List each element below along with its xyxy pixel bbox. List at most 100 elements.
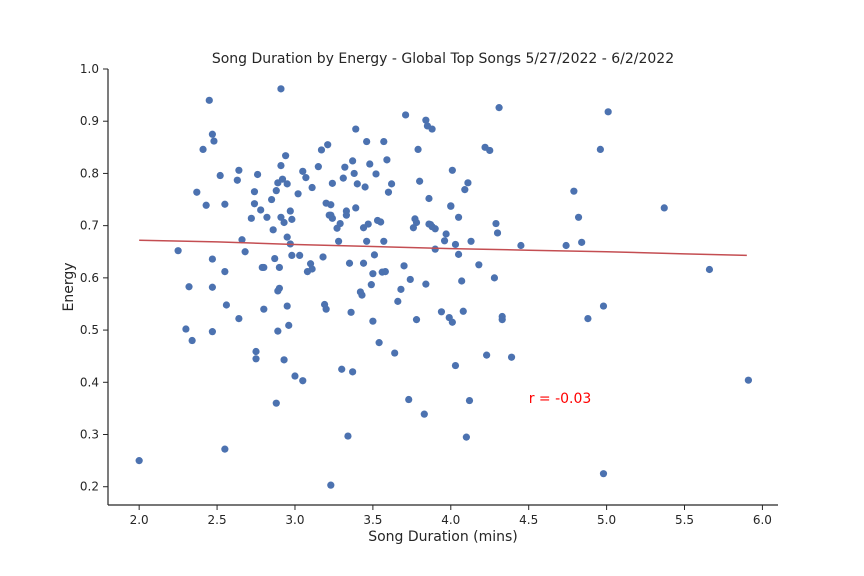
- data-point: [451, 361, 460, 370]
- chart-title: Song Duration by Energy - Global Top Son…: [212, 51, 674, 67]
- data-point: [221, 445, 229, 453]
- data-point: [283, 233, 291, 241]
- data-point: [384, 188, 393, 196]
- data-point: [314, 163, 322, 171]
- data-point: [660, 204, 668, 212]
- data-point: [317, 146, 326, 154]
- data-point: [342, 211, 350, 219]
- data-point: [339, 174, 347, 182]
- data-point: [562, 241, 570, 250]
- data-point: [414, 145, 422, 154]
- data-point: [253, 170, 262, 179]
- data-point: [221, 200, 229, 208]
- data-point: [358, 291, 366, 299]
- data-point: [409, 224, 417, 232]
- data-point: [394, 297, 402, 305]
- data-point: [517, 241, 525, 250]
- data-point: [269, 226, 277, 234]
- data-point: [275, 263, 283, 272]
- trend-line: [139, 239, 747, 257]
- data-point: [367, 281, 375, 289]
- data-point: [405, 395, 413, 404]
- data-point: [241, 248, 249, 256]
- data-point: [268, 195, 276, 204]
- data-point: [299, 167, 307, 175]
- data-point: [437, 308, 446, 316]
- data-point: [283, 302, 291, 310]
- data-point: [288, 215, 296, 223]
- data-point: [199, 145, 207, 154]
- data-point: [465, 396, 474, 405]
- data-point: [387, 180, 396, 188]
- data-point: [252, 347, 260, 356]
- y-tick-label: 0.2: [80, 480, 99, 494]
- data-point: [359, 259, 368, 267]
- x-tick-label: 2.0: [130, 513, 149, 527]
- x-tick-label: 2.5: [208, 513, 227, 527]
- data-point: [341, 163, 349, 171]
- data-point: [286, 207, 294, 215]
- data-point: [271, 254, 279, 263]
- data-point: [402, 111, 410, 119]
- data-point: [208, 130, 216, 138]
- x-tick-label: 3.5: [363, 513, 382, 527]
- data-point: [349, 368, 357, 376]
- data-point: [260, 263, 268, 272]
- data-point: [294, 190, 302, 198]
- data-point: [495, 104, 503, 112]
- data-point: [282, 152, 290, 160]
- y-tick-label: 0.4: [80, 375, 99, 389]
- data-point: [347, 308, 355, 316]
- data-point: [308, 265, 316, 273]
- data-point: [352, 125, 360, 133]
- data-point: [604, 108, 612, 116]
- data-point: [277, 161, 285, 170]
- data-point: [280, 218, 288, 227]
- data-point: [599, 470, 608, 478]
- data-point: [188, 336, 196, 345]
- data-point: [338, 365, 346, 373]
- data-point: [492, 219, 500, 228]
- data-point: [406, 275, 414, 284]
- data-point: [233, 176, 241, 184]
- data-point: [483, 351, 491, 359]
- data-point: [205, 96, 213, 104]
- y-tick-label: 1.0: [80, 62, 99, 76]
- data-point: [302, 174, 310, 182]
- data-point: [336, 219, 344, 228]
- data-point: [461, 186, 469, 194]
- correlation-annotation: r = -0.03: [529, 391, 592, 407]
- data-point: [454, 250, 463, 258]
- y-axis-label: Energy: [61, 262, 77, 311]
- data-point: [238, 236, 246, 244]
- data-point: [440, 237, 449, 245]
- data-point: [210, 137, 218, 145]
- data-point: [235, 314, 243, 323]
- x-tick-label: 5.0: [597, 513, 616, 527]
- data-point: [570, 187, 578, 195]
- data-point: [174, 247, 182, 255]
- data-point: [744, 376, 752, 384]
- data-point: [299, 377, 307, 385]
- data-point: [475, 261, 483, 269]
- data-point: [350, 169, 358, 178]
- data-point: [412, 218, 421, 227]
- y-axis-ticks: 0.2 0.3 0.4 0.5 0.6 0.7 0.8 0.9 1.0: [80, 62, 108, 494]
- data-point: [422, 116, 430, 124]
- data-point: [328, 214, 336, 222]
- data-point: [377, 218, 385, 226]
- data-point: [277, 213, 285, 221]
- data-point: [328, 179, 336, 187]
- data-point: [493, 229, 502, 237]
- y-tick-label: 0.7: [80, 219, 99, 233]
- data-point: [322, 305, 330, 313]
- data-point: [448, 318, 456, 326]
- data-point: [369, 270, 377, 278]
- data-point: [490, 274, 499, 282]
- data-point: [216, 171, 224, 180]
- data-point: [425, 194, 433, 203]
- data-point: [202, 201, 210, 209]
- data-point: [327, 481, 335, 489]
- data-point: [574, 213, 583, 221]
